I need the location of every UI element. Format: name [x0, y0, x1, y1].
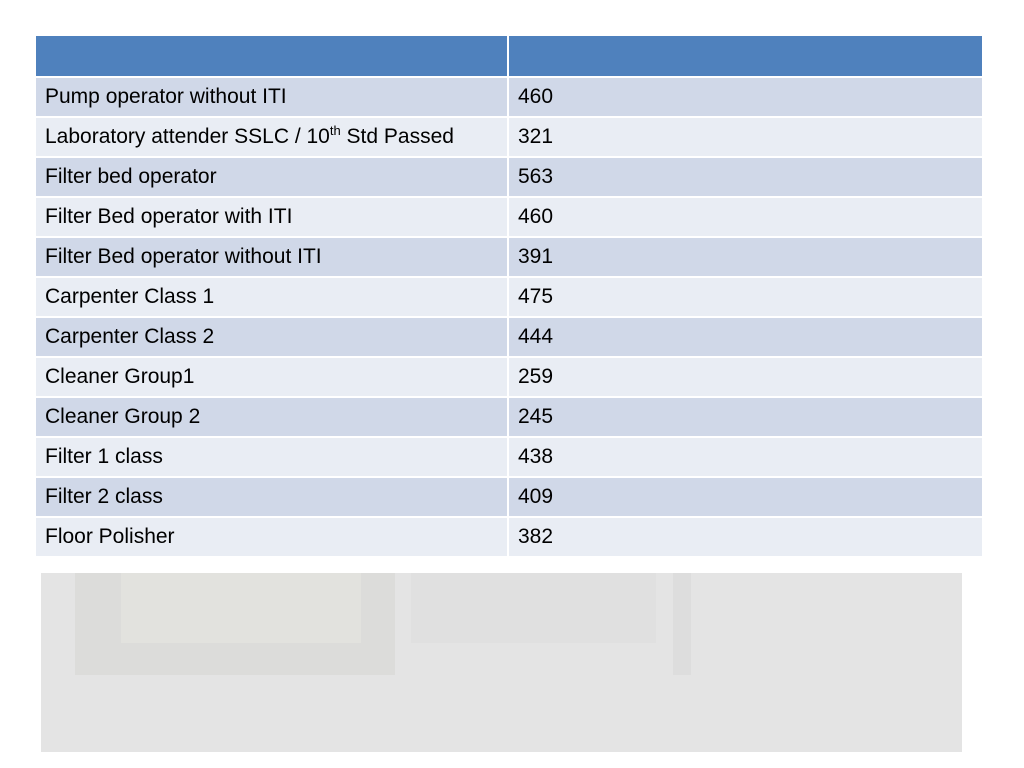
table-row: Filter Bed operator without ITI 391 — [34, 236, 984, 278]
row-value: 391 — [507, 236, 984, 278]
table-row: Pump operator without ITI 460 — [34, 76, 984, 118]
row-label: Cleaner Group 2 — [34, 396, 509, 438]
table-row: Filter bed operator 563 — [34, 156, 984, 198]
header-cell-label — [34, 34, 509, 78]
row-label: Filter bed operator — [34, 156, 509, 198]
row-label: Filter Bed operator with ITI — [34, 196, 509, 238]
faded-shape — [411, 573, 656, 643]
table-row: Floor Polisher 382 — [34, 516, 984, 558]
table-row: Carpenter Class 1 475 — [34, 276, 984, 318]
header-cell-value — [507, 34, 984, 78]
row-label: Floor Polisher — [34, 516, 509, 558]
row-value: 321 — [507, 116, 984, 158]
row-label-part: Laboratory attender SSLC / 10 — [45, 125, 330, 148]
row-value: 460 — [507, 76, 984, 118]
table-row: Filter 2 class 409 — [34, 476, 984, 518]
faded-background-image — [41, 573, 962, 752]
row-value: 382 — [507, 516, 984, 558]
table-row: Filter Bed operator with ITI 460 — [34, 196, 984, 238]
row-label: Carpenter Class 2 — [34, 316, 509, 358]
row-value: 444 — [507, 316, 984, 358]
row-label: Filter 2 class — [34, 476, 509, 518]
row-value: 245 — [507, 396, 984, 438]
row-value: 563 — [507, 156, 984, 198]
row-label: Cleaner Group1 — [34, 356, 509, 398]
row-value: 259 — [507, 356, 984, 398]
row-label-superscript: th — [329, 123, 341, 138]
row-value: 475 — [507, 276, 984, 318]
row-label: Filter 1 class — [34, 436, 509, 478]
faded-shape — [673, 573, 691, 675]
row-label-part: Std Passed — [340, 125, 454, 148]
wage-table: Pump operator without ITI 460 Laboratory… — [34, 34, 984, 558]
row-value: 438 — [507, 436, 984, 478]
table-row: Filter 1 class 438 — [34, 436, 984, 478]
row-label: Laboratory attender SSLC / 10th Std Pass… — [34, 116, 509, 158]
table-row: Cleaner Group 2 245 — [34, 396, 984, 438]
table-row: Carpenter Class 2 444 — [34, 316, 984, 358]
table-header-row — [34, 34, 984, 78]
row-value: 409 — [507, 476, 984, 518]
table-row: Laboratory attender SSLC / 10th Std Pass… — [34, 116, 984, 158]
table-row: Cleaner Group1 259 — [34, 356, 984, 398]
faded-shape — [121, 573, 361, 643]
row-label: Pump operator without ITI — [34, 76, 509, 118]
row-label: Carpenter Class 1 — [34, 276, 509, 318]
row-label: Filter Bed operator without ITI — [34, 236, 509, 278]
row-value: 460 — [507, 196, 984, 238]
